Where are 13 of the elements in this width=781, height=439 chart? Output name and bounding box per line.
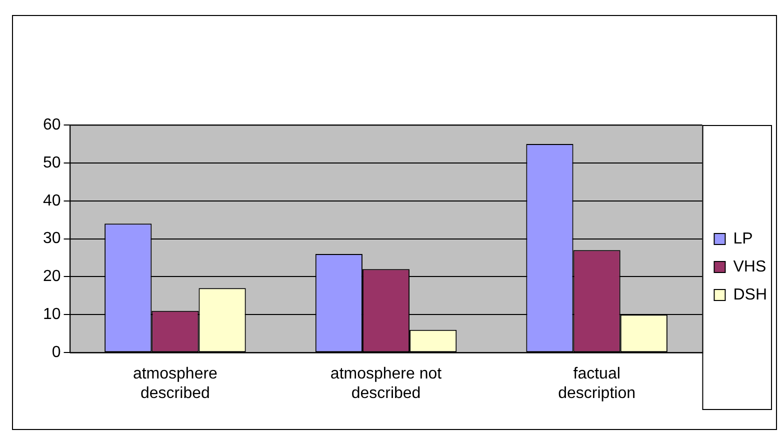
x-tick-label: atmosphere described [132,366,218,402]
y-tick-label: 10 [43,306,61,324]
x-tick-label: factual description [558,366,636,402]
y-tick-label: 0 [52,344,61,362]
y-tick-label: 40 [43,192,61,210]
y-tick-label: 60 [43,116,61,134]
legend-label: DSH [733,286,767,304]
y-tick-label: 30 [43,230,61,248]
y-tick-label: 20 [43,268,61,286]
legend-label: LP [733,230,753,248]
y-tick-label: 50 [43,154,61,172]
legend-label: VHS [733,258,766,276]
x-tick-label: atmosphere not described [330,366,442,402]
